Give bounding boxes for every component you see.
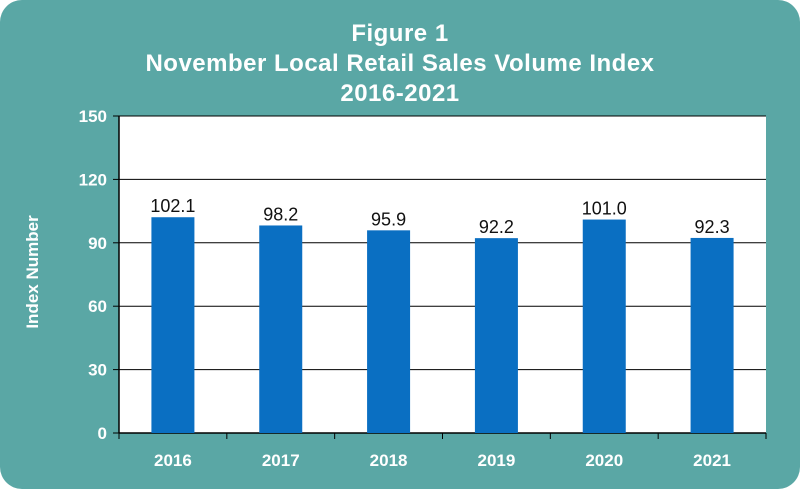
data-label-2017: 98.2 [263,204,298,224]
chart-title: Figure 1 [351,20,449,47]
y-tick-label: 150 [79,107,107,126]
bars [151,217,734,433]
data-label-2016: 102.1 [150,196,195,216]
bar-2019 [474,238,518,433]
y-tick-label: 120 [79,170,107,189]
y-tick-label: 30 [88,361,107,380]
x-tick-label-2020: 2020 [585,451,623,470]
x-tick-label-2021: 2021 [693,451,731,470]
bar-2021 [690,237,734,433]
bar-2017 [259,225,303,433]
x-tick-labels: 2016 2017 2018 2019 2020 2021 [154,451,731,470]
data-label-2021: 92.3 [695,217,730,237]
x-tick-label-2016: 2016 [154,451,192,470]
y-tick-labels: 0 30 60 90 120 150 [79,107,107,443]
y-tick-label: 60 [88,297,107,316]
plot-area [119,116,766,433]
data-label-2020: 101.0 [582,199,627,219]
chart-subtitle: November Local Retail Sales Volume Index [145,50,655,77]
x-tick-label-2019: 2019 [478,451,516,470]
y-tick-label: 0 [98,424,107,443]
data-labels: 102.1 98.2 95.9 92.2 101.0 92.3 [150,196,729,237]
data-label-2018: 95.9 [371,209,406,229]
bar-2020 [582,219,626,433]
x-tick-label-2017: 2017 [262,451,300,470]
gridlines [113,115,767,439]
data-label-2019: 92.2 [479,217,514,237]
chart-subtitle-years: 2016-2021 [340,80,460,107]
y-tick-label: 90 [88,234,107,253]
y-axis-label: Index Number [23,215,42,329]
x-tick-label-2018: 2018 [370,451,408,470]
bar-2016 [151,217,195,433]
bar-2018 [367,230,411,433]
